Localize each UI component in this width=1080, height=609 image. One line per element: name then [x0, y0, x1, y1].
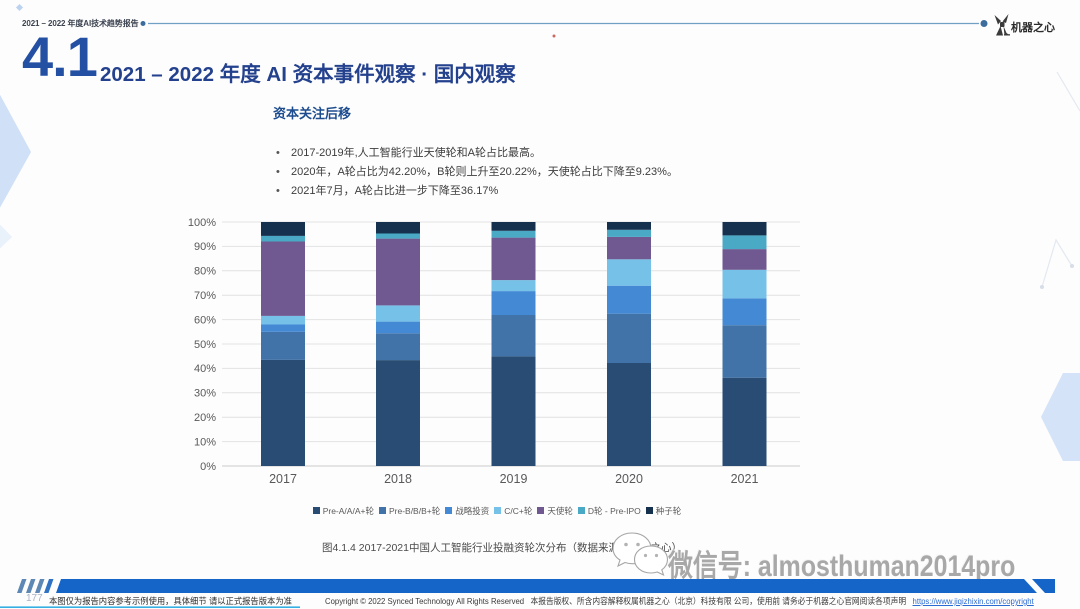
svg-text:0%: 0% — [200, 461, 216, 473]
svg-text:70%: 70% — [194, 290, 216, 302]
svg-text:50%: 50% — [194, 339, 216, 351]
svg-text:60%: 60% — [194, 314, 216, 326]
svg-text:90%: 90% — [194, 241, 216, 253]
svg-text:100%: 100% — [188, 217, 216, 229]
svg-text:80%: 80% — [194, 266, 216, 278]
svg-text:30%: 30% — [194, 388, 216, 400]
svg-text:10%: 10% — [194, 436, 216, 448]
svg-text:20%: 20% — [194, 412, 216, 424]
svg-text:2017: 2017 — [269, 472, 297, 486]
svg-text:2021: 2021 — [731, 472, 759, 486]
svg-text:2019: 2019 — [500, 472, 528, 486]
svg-text:2020: 2020 — [615, 472, 643, 486]
svg-text:40%: 40% — [194, 363, 216, 375]
svg-text:2018: 2018 — [384, 472, 412, 486]
